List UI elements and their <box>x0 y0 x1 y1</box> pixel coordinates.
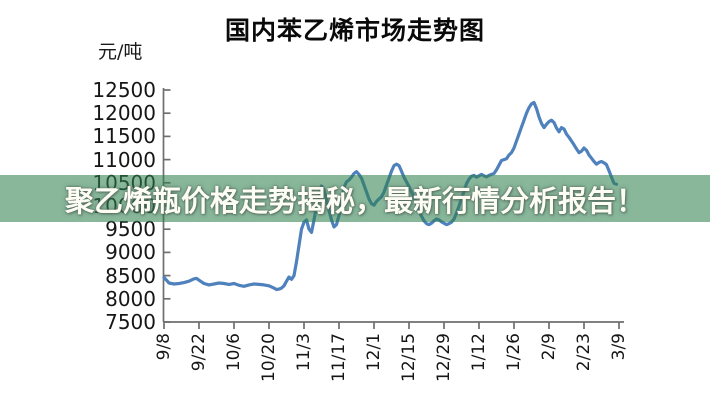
y-tick-label: 11000 <box>92 147 156 172</box>
y-tick-label: 12000 <box>92 101 156 126</box>
y-tick-label: 11500 <box>92 124 156 149</box>
y-tick-label: 8500 <box>105 263 156 288</box>
y-tick-label: 9500 <box>105 217 156 242</box>
y-axis-unit-label: 元/吨 <box>98 41 143 63</box>
y-tick-label: 8000 <box>105 286 156 311</box>
y-tick-label: 7500 <box>105 310 156 334</box>
overlay-banner-text: 聚乙烯瓶价格走势揭秘，最新行情分析报告！ <box>64 183 645 218</box>
chart-title: 国内苯乙烯市场走势图 <box>224 16 485 45</box>
overlay-banner: 聚乙烯瓶价格走势揭秘，最新行情分析报告！ <box>0 175 710 222</box>
y-tick-label: 12500 <box>92 78 156 102</box>
y-tick-label: 9000 <box>105 240 156 265</box>
